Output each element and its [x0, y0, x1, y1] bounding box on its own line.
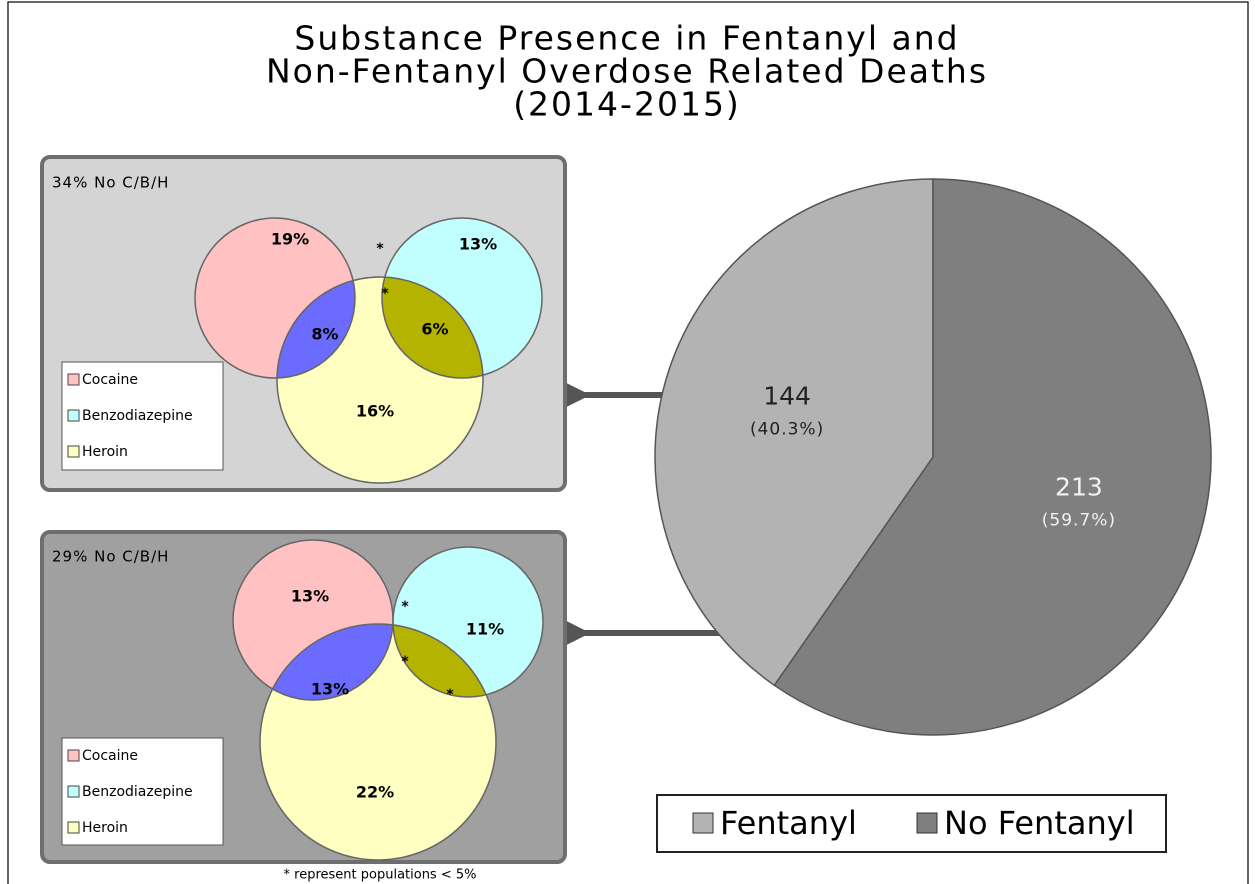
venn-intersection	[260, 624, 393, 700]
venn-legend-swatch	[67, 821, 80, 834]
legend-swatch	[916, 812, 938, 834]
venn-legend-swatch	[67, 749, 80, 762]
legend-label: No Fentanyl	[944, 804, 1135, 842]
title: Substance Presence in Fentanyl andNon-Fe…	[266, 19, 988, 124]
venn-region-label: 13%	[311, 680, 349, 699]
venn-legend-label: Benzodiazepine	[82, 408, 193, 424]
venn-legend-swatch	[67, 785, 80, 798]
slice-value-label: 144	[763, 381, 811, 410]
title-line: (2014-2015)	[513, 85, 741, 124]
venn-region-label: *	[381, 286, 389, 302]
venn-legend-swatch	[67, 373, 80, 386]
venn-circle-outline	[259, 623, 497, 861]
legend-swatch	[692, 812, 714, 834]
venn-intersection-shape	[277, 277, 355, 378]
page-border	[7, 1, 1249, 884]
venn-intersection-shape	[382, 277, 483, 378]
venn-circle-outline	[392, 546, 544, 698]
venn-intersection	[277, 277, 355, 378]
slice-value-label: 213	[1055, 473, 1103, 502]
venn-region-label: *	[401, 654, 409, 670]
legend-label: Fentanyl	[720, 804, 857, 842]
title-line: Substance Presence in Fentanyl and	[294, 19, 959, 58]
venn-note: 29% No C/B/H	[52, 548, 169, 566]
venn-legend-swatch	[67, 445, 80, 458]
venn-legend-label: Cocaine	[82, 748, 138, 764]
slice-share-label: (40.3%)	[750, 419, 824, 439]
venn-region-label: 19%	[271, 230, 309, 249]
venn-intersection	[393, 624, 496, 697]
venn-region-label: 6%	[421, 320, 448, 339]
venn-circle-outline	[194, 217, 356, 379]
venn-intersection-shape	[393, 624, 496, 697]
venn-intersection-shape	[260, 624, 393, 700]
venn-circle-outline	[381, 217, 543, 379]
venn-legend-swatch	[67, 409, 80, 422]
venn-region-label: 13%	[459, 235, 497, 254]
legend-box	[656, 794, 1167, 853]
title-line: Non-Fentanyl Overdose Related Deaths	[266, 52, 988, 91]
slice-share-label: (59.7%)	[1042, 511, 1116, 531]
venn-note: 34% No C/B/H	[52, 174, 169, 192]
venn-legend-box	[61, 737, 224, 846]
venn-intersection	[382, 277, 483, 378]
venn-legend-label: Heroin	[82, 820, 128, 836]
venn-region-label: 11%	[466, 620, 504, 639]
venn-region-label: 22%	[356, 783, 394, 802]
venn-circle-outline	[276, 276, 484, 484]
pie-slice	[773, 178, 1212, 736]
footnote: * represent populations < 5%	[284, 868, 477, 883]
venn-legend-label: Heroin	[82, 444, 128, 460]
venn-region-label: *	[401, 599, 409, 615]
venn-region-label: 8%	[311, 325, 338, 344]
venn-region-label: 13%	[291, 587, 329, 606]
venn-legend-label: Cocaine	[82, 372, 138, 388]
venn-region-label: 16%	[356, 402, 394, 421]
venn-legend-label: Benzodiazepine	[82, 784, 193, 800]
venn-legend-box	[61, 361, 224, 471]
venn-region-label: *	[446, 687, 454, 703]
venn-region-label: *	[376, 241, 384, 257]
pie-slice	[654, 178, 934, 687]
